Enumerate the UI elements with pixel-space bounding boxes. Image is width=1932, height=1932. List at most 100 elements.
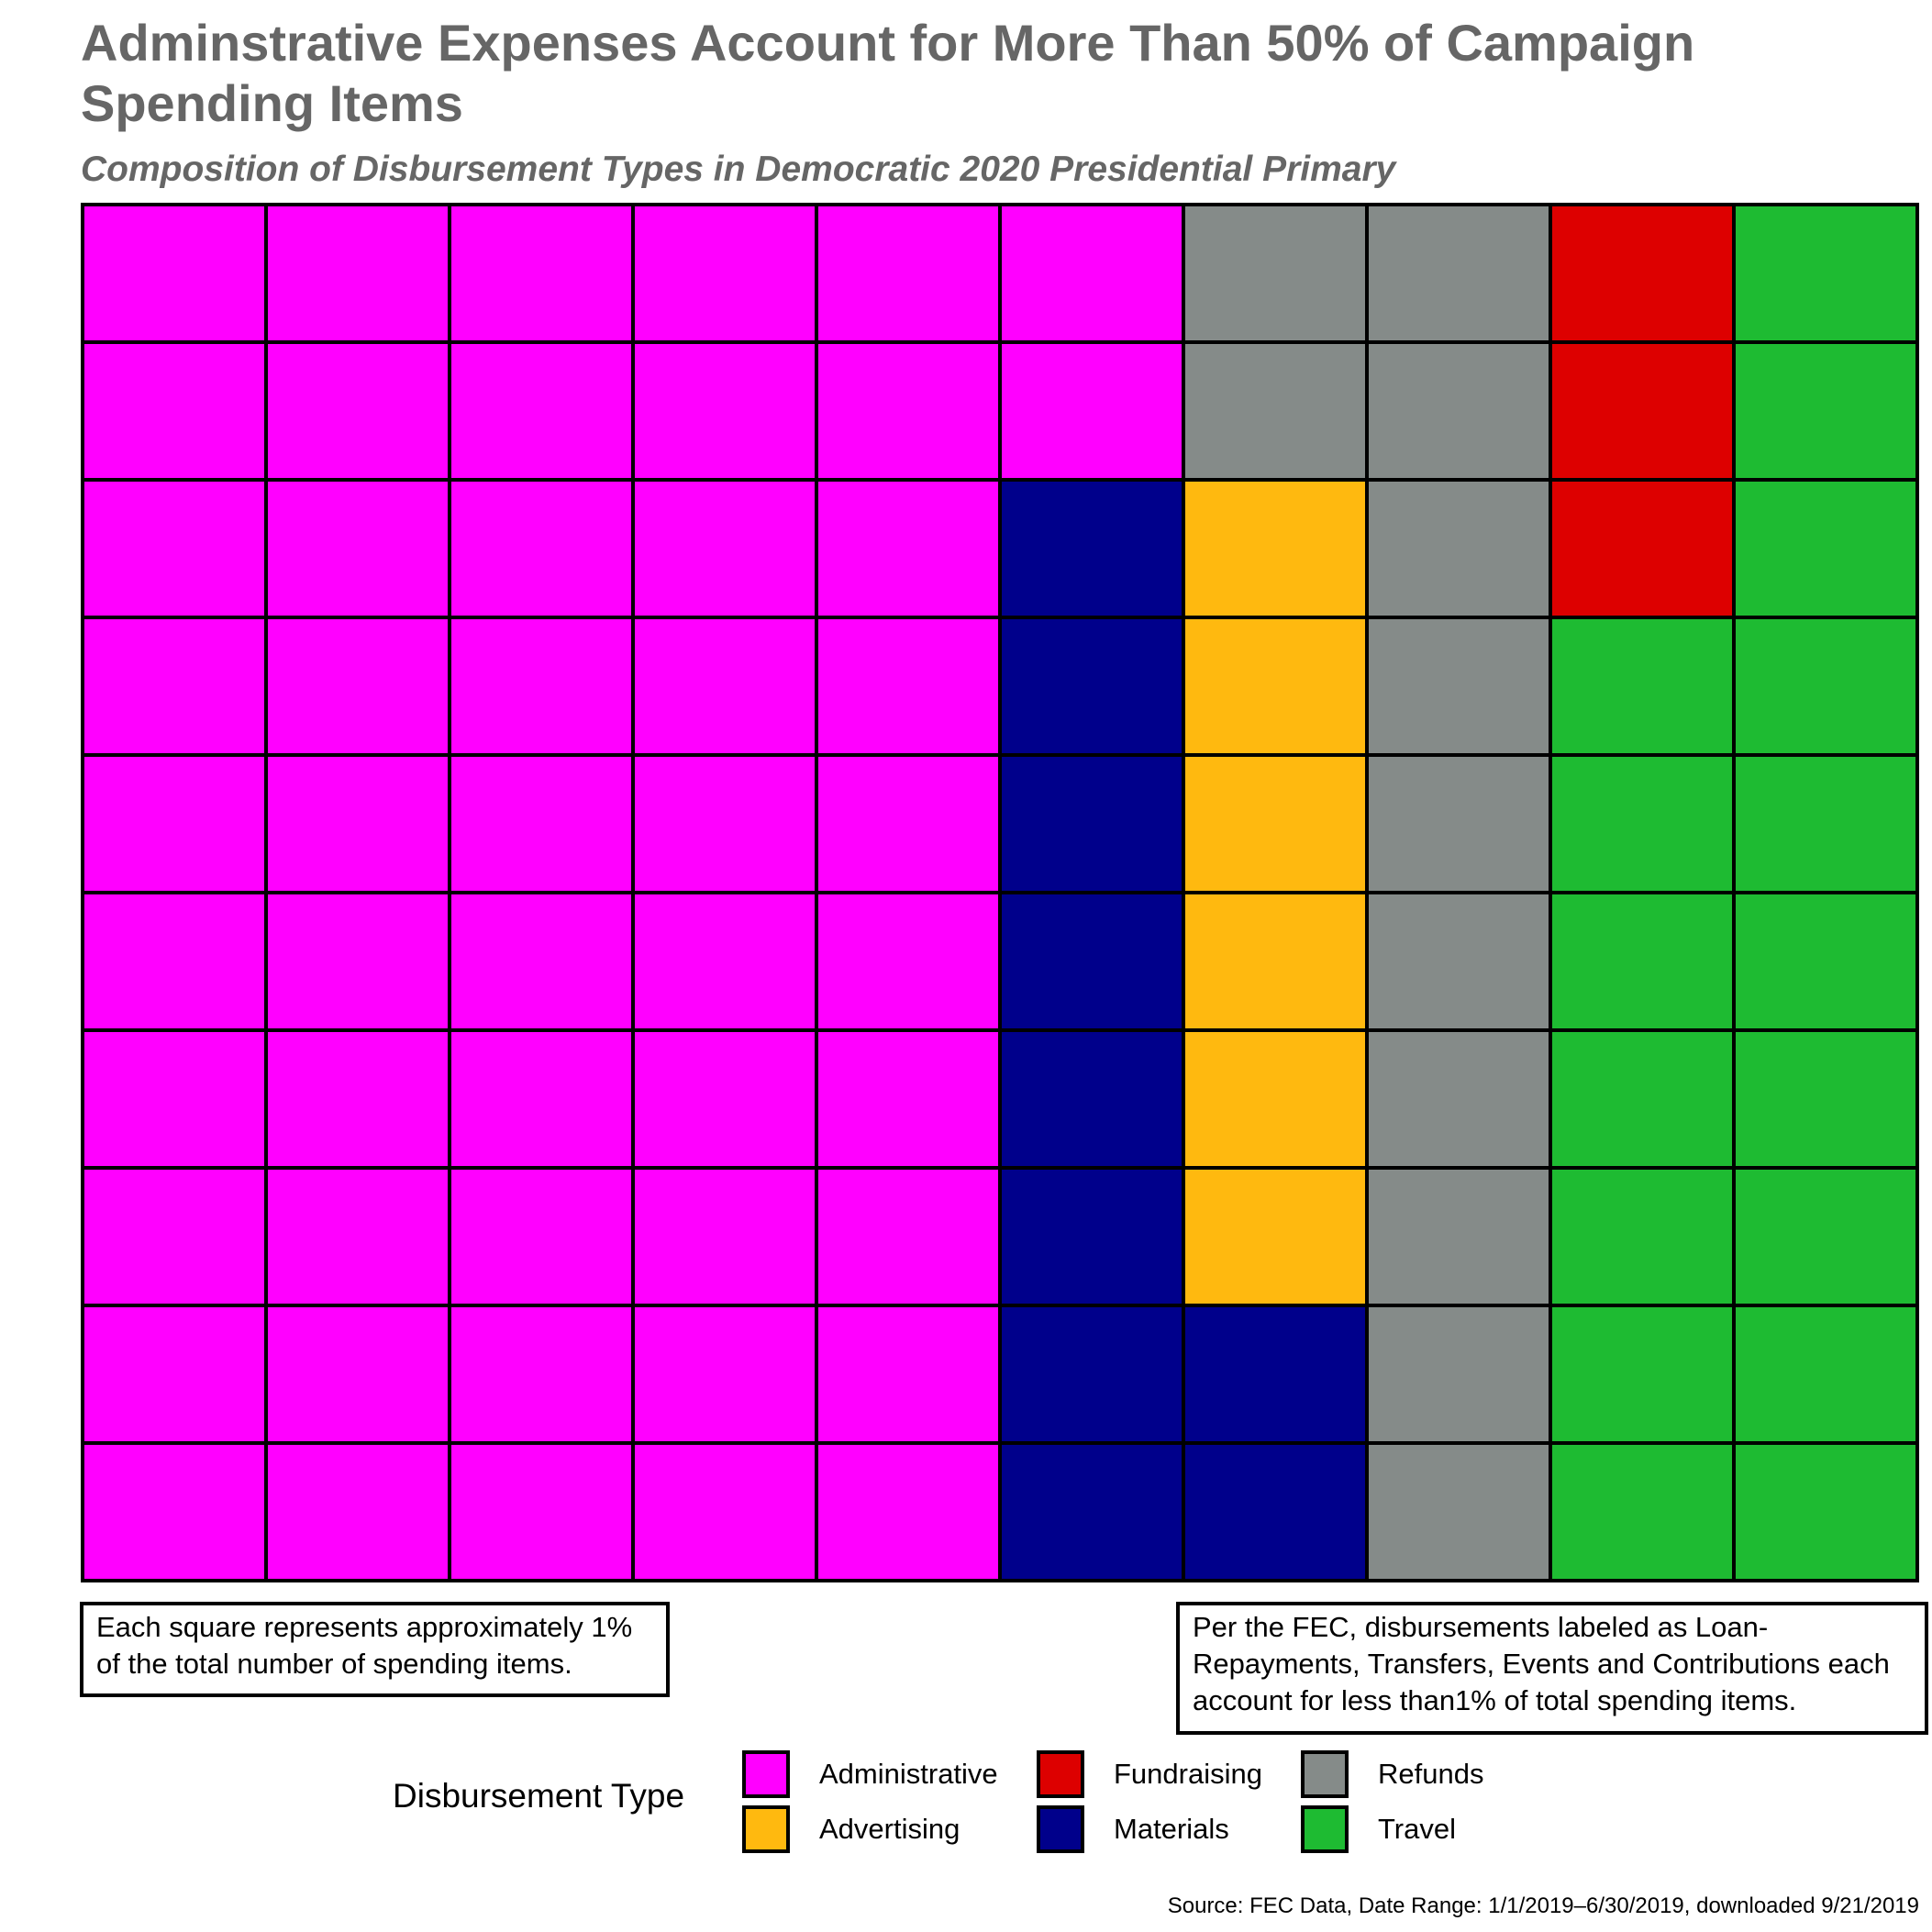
waffle-square-administrative	[448, 478, 635, 619]
legend-item-advertising: Advertising	[742, 1805, 960, 1853]
waffle-square-refunds	[1365, 478, 1552, 619]
waffle-square-administrative	[631, 1166, 818, 1307]
waffle-square-travel	[1732, 478, 1919, 619]
legend-swatch-administrative	[742, 1750, 790, 1798]
waffle-square-administrative	[631, 753, 818, 894]
waffle-square-administrative	[448, 1166, 635, 1307]
waffle-square-refunds	[1365, 891, 1552, 1032]
waffle-square-travel	[1549, 1166, 1736, 1307]
waffle-square-administrative	[631, 203, 818, 344]
waffle-square-administrative	[631, 616, 818, 757]
legend-label-advertising: Advertising	[819, 1813, 960, 1845]
waffle-square-administrative	[264, 1166, 451, 1307]
waffle-square-administrative	[448, 203, 635, 344]
legend-item-fundraising: Fundraising	[1037, 1750, 1262, 1798]
waffle-square-administrative	[448, 340, 635, 482]
waffle-square-refunds	[1182, 203, 1369, 344]
legend-label-refunds: Refunds	[1378, 1758, 1484, 1790]
waffle-square-administrative	[81, 891, 268, 1032]
waffle-square-travel	[1732, 753, 1919, 894]
waffle-square-administrative	[815, 891, 1002, 1032]
waffle-square-travel	[1732, 1028, 1919, 1170]
waffle-square-refunds	[1182, 340, 1369, 482]
waffle-square-advertising	[1182, 753, 1369, 894]
waffle-square-advertising	[1182, 1166, 1369, 1307]
note-square-meaning: Each square represents approximately 1% …	[80, 1602, 670, 1697]
legend-item-administrative: Administrative	[742, 1750, 998, 1798]
chart-title: Adminstrative Expenses Account for More …	[81, 14, 1695, 132]
waffle-square-materials	[998, 753, 1185, 894]
legend-title: Disbursement Type	[393, 1777, 685, 1815]
chart-subtitle: Composition of Disbursement Types in Dem…	[81, 150, 1396, 189]
waffle-square-administrative	[81, 203, 268, 344]
waffle-square-administrative	[998, 203, 1185, 344]
waffle-square-administrative	[264, 616, 451, 757]
legend-swatch-refunds	[1301, 1750, 1349, 1798]
waffle-square-travel	[1549, 1028, 1736, 1170]
waffle-square-administrative	[815, 478, 1002, 619]
waffle-square-administrative	[631, 891, 818, 1032]
legend-item-materials: Materials	[1037, 1805, 1229, 1853]
waffle-square-fundraising	[1549, 340, 1736, 482]
waffle-square-fundraising	[1549, 203, 1736, 344]
waffle-square-administrative	[815, 1304, 1002, 1445]
waffle-square-materials	[1182, 1441, 1369, 1582]
waffle-square-refunds	[1365, 753, 1552, 894]
waffle-square-materials	[998, 1441, 1185, 1582]
waffle-square-administrative	[815, 1441, 1002, 1582]
waffle-square-administrative	[815, 1028, 1002, 1170]
waffle-square-travel	[1732, 203, 1919, 344]
waffle-square-administrative	[264, 203, 451, 344]
waffle-square-travel	[1549, 616, 1736, 757]
waffle-square-refunds	[1365, 1304, 1552, 1445]
legend-label-administrative: Administrative	[819, 1758, 998, 1790]
waffle-square-administrative	[448, 616, 635, 757]
waffle-square-materials	[998, 1166, 1185, 1307]
waffle-square-administrative	[81, 340, 268, 482]
waffle-square-administrative	[264, 1304, 451, 1445]
waffle-square-administrative	[264, 891, 451, 1032]
waffle-square-refunds	[1365, 1028, 1552, 1170]
note-fec-categories: Per the FEC, disbursements labeled as Lo…	[1176, 1602, 1928, 1735]
waffle-square-administrative	[448, 753, 635, 894]
legend-swatch-advertising	[742, 1805, 790, 1853]
waffle-square-travel	[1549, 1441, 1736, 1582]
waffle-square-administrative	[264, 753, 451, 894]
waffle-square-administrative	[815, 340, 1002, 482]
waffle-square-travel	[1732, 1304, 1919, 1445]
waffle-square-administrative	[264, 478, 451, 619]
waffle-square-travel	[1549, 891, 1736, 1032]
waffle-square-materials	[998, 478, 1185, 619]
waffle-chart	[81, 203, 1919, 1582]
legend-item-refunds: Refunds	[1301, 1750, 1483, 1798]
waffle-square-travel	[1732, 340, 1919, 482]
source-caption: Source: FEC Data, Date Range: 1/1/2019–6…	[1167, 1893, 1919, 1918]
waffle-square-administrative	[815, 1166, 1002, 1307]
waffle-square-travel	[1732, 616, 1919, 757]
legend-label-fundraising: Fundraising	[1114, 1758, 1262, 1790]
waffle-square-administrative	[998, 340, 1185, 482]
waffle-square-refunds	[1365, 203, 1552, 344]
waffle-square-administrative	[81, 478, 268, 619]
legend-swatch-travel	[1301, 1805, 1349, 1853]
legend-label-materials: Materials	[1114, 1813, 1229, 1845]
waffle-square-administrative	[448, 1028, 635, 1170]
waffle-square-administrative	[815, 203, 1002, 344]
waffle-square-materials	[1182, 1304, 1369, 1445]
waffle-square-administrative	[631, 1441, 818, 1582]
waffle-square-advertising	[1182, 478, 1369, 619]
waffle-square-administrative	[631, 1304, 818, 1445]
waffle-square-refunds	[1365, 1166, 1552, 1307]
waffle-square-travel	[1549, 753, 1736, 894]
waffle-square-travel	[1732, 891, 1919, 1032]
waffle-square-advertising	[1182, 1028, 1369, 1170]
waffle-square-administrative	[631, 1028, 818, 1170]
waffle-square-administrative	[448, 1441, 635, 1582]
waffle-square-administrative	[448, 891, 635, 1032]
waffle-square-materials	[998, 1304, 1185, 1445]
waffle-square-administrative	[264, 340, 451, 482]
waffle-square-administrative	[81, 1028, 268, 1170]
waffle-square-advertising	[1182, 891, 1369, 1032]
waffle-square-administrative	[631, 340, 818, 482]
waffle-square-materials	[998, 616, 1185, 757]
